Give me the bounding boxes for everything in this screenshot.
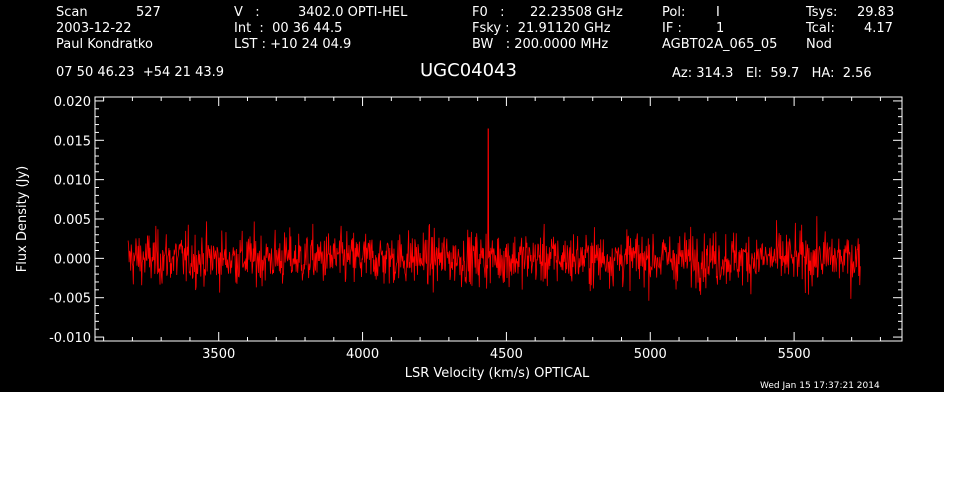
f0-label: F0 :: [472, 5, 505, 20]
integration-time: Int : 00 36 44.5: [234, 21, 343, 36]
velocity-value: 3402.0 OPTI-HEL: [298, 5, 408, 20]
x-tick-label: 5000: [634, 347, 667, 362]
x-axis-label: LSR Velocity (km/s) OPTICAL: [405, 366, 590, 381]
scan-label: Scan: [56, 5, 88, 20]
observing-mode: Nod: [806, 37, 832, 52]
observation-date: 2003-12-22: [56, 21, 132, 36]
velocity-label: V :: [234, 5, 260, 20]
y-tick-label: -0.005: [49, 292, 91, 307]
y-tick-label: 0.020: [54, 95, 91, 110]
bandwidth: BW : 200.0000 MHz: [472, 37, 609, 52]
plot-frame: [94, 96, 903, 342]
spectrum-panel: Scan 527 2003-12-22 Paul Kondratko V : 3…: [0, 0, 944, 392]
y-axis-label: Flux Density (Jy): [15, 166, 30, 272]
pol-value: I: [716, 5, 720, 20]
y-tick-label: 0.005: [54, 213, 91, 228]
y-tick-label: 0.010: [54, 174, 91, 189]
y-tick-label: 0.000: [54, 252, 91, 267]
source-name: UGC04043: [420, 60, 517, 81]
flux-trace: [127, 128, 861, 301]
f0-value: 22.23508 GHz: [530, 5, 623, 20]
observer-name: Paul Kondratko: [56, 37, 153, 52]
x-tick-label: 4000: [346, 347, 379, 362]
sky-frequency: Fsky : 21.91120 GHz: [472, 21, 611, 36]
source-coordinates: 07 50 46.23 +54 21 43.9: [56, 65, 225, 80]
render-timestamp: Wed Jan 15 17:37:21 2014: [760, 381, 880, 391]
y-tick-label: 0.015: [54, 134, 91, 149]
tsys-value: 29.83: [857, 5, 895, 20]
axis-ticks: 3500 4000 4500 5000 5500 -0.010 -0.005 0.000 0.0…: [49, 95, 902, 362]
project-id: AGBT02A_065_05: [662, 37, 778, 52]
scan-number: 527: [136, 5, 161, 20]
flux-trace-group: [127, 128, 861, 301]
spectrum-chart: 3500 4000 4500 5000 5500 -0.010 -0.005 0.000 0.0…: [15, 95, 903, 381]
tcal-value: 4.17: [864, 21, 893, 36]
lst-value: LST : +10 24 04.9: [234, 37, 352, 52]
az-el-ha: Az: 314.3 El: 59.7 HA: 2.56: [672, 66, 872, 81]
x-tick-label: 5500: [778, 347, 811, 362]
tcal-label: Tcal:: [806, 21, 835, 36]
if-label: IF :: [662, 21, 682, 36]
x-tick-label: 3500: [202, 347, 235, 362]
if-value: 1: [716, 21, 725, 36]
y-tick-label: -0.010: [49, 331, 91, 346]
tsys-label: Tsys:: [806, 5, 838, 20]
pol-label: Pol:: [662, 5, 686, 20]
x-tick-label: 4500: [490, 347, 523, 362]
